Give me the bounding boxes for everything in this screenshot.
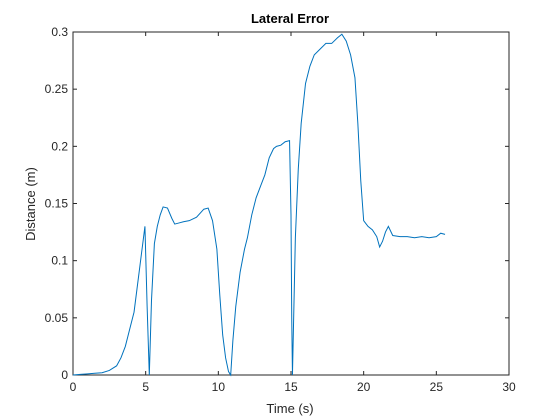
x-axis: 0 5 10 15 20 25 30 — [70, 32, 516, 394]
y-tick-label: 0.15 — [45, 197, 69, 211]
y-tick-label: 0.05 — [45, 311, 69, 325]
x-tick-label: 30 — [502, 380, 516, 394]
y-tick-label: 0.3 — [51, 25, 68, 39]
y-axis: 0 0.05 0.1 0.15 0.2 0.25 0.3 — [45, 25, 509, 382]
x-tick-label: 0 — [70, 380, 77, 394]
y-tick-label: 0.25 — [45, 82, 69, 96]
x-tick-label: 5 — [142, 380, 149, 394]
x-tick-label: 20 — [357, 380, 371, 394]
x-axis-label: Time (s) — [266, 401, 313, 416]
lateral-error-line — [72, 33, 446, 377]
x-tick-label: 10 — [212, 380, 226, 394]
x-tick-label: 25 — [430, 380, 444, 394]
y-tick-label: 0 — [61, 368, 68, 382]
y-tick-label: 0.2 — [51, 139, 68, 153]
y-tick-label: 0.1 — [51, 254, 68, 268]
chart-title: Lateral Error — [251, 11, 329, 26]
x-tick-label: 15 — [284, 380, 298, 394]
y-axis-label: Distance (m) — [23, 167, 38, 241]
